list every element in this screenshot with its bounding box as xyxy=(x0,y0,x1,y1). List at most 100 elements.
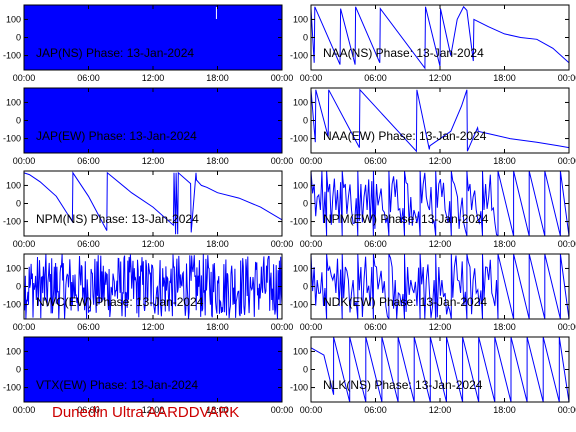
y-tick-label: 100 xyxy=(293,97,308,107)
panel-npm-ns: 00:00 06:00 12:00 18:00 00:00 100 0 -100 NPM(NS)… xyxy=(3,170,293,249)
panel-naa-ns: 00:00 06:00 12:00 18:00 00:00 100 0 -100 NAA(NS)… xyxy=(290,4,576,83)
x-tick-label: 00:00 xyxy=(558,405,576,415)
x-tick-label: 18:00 xyxy=(206,239,229,249)
x-tick-label: 00:00 xyxy=(300,239,323,249)
series-group xyxy=(311,88,569,153)
y-tick-label: -100 xyxy=(3,134,21,144)
x-tick-label: 18:00 xyxy=(493,156,516,166)
y-tick-label: -100 xyxy=(290,134,308,144)
series-line xyxy=(311,88,569,153)
series-group xyxy=(311,337,569,402)
series-fill xyxy=(24,88,282,153)
x-tick-label: 06:00 xyxy=(364,73,387,83)
x-tick-label: 00:00 xyxy=(558,239,576,249)
series-group xyxy=(311,254,569,319)
panel-jap-ew: 00:00 06:00 12:00 18:00 00:00 100 0 -100 JAP(EW)… xyxy=(3,87,294,166)
x-tick-label: 00:00 xyxy=(558,322,576,332)
y-tick-label: -100 xyxy=(290,383,308,393)
panel-title: JAP(NS) Phase: 13-Jan-2024 xyxy=(36,46,194,60)
x-tick-label: 00:00 xyxy=(13,322,36,332)
x-tick-label: 00:00 xyxy=(13,239,36,249)
x-tick-label: 18:00 xyxy=(206,156,229,166)
x-tick-label: 06:00 xyxy=(364,239,387,249)
y-tick-label: 100 xyxy=(6,346,21,356)
x-tick-label: 00:00 xyxy=(300,322,323,332)
x-tick-label: 00:00 xyxy=(271,156,294,166)
series-fill xyxy=(24,5,282,70)
x-tick-label: 12:00 xyxy=(142,73,165,83)
x-tick-label: 00:00 xyxy=(271,73,294,83)
x-tick-label: 18:00 xyxy=(206,405,229,415)
panel-title: NAA(NS) Phase: 13-Jan-2024 xyxy=(323,46,484,60)
panel-naa-ew: 00:00 06:00 12:00 18:00 00:00 100 0 -100 NAA(EW)… xyxy=(290,87,576,166)
panel-title: JAP(EW) Phase: 13-Jan-2024 xyxy=(36,129,197,143)
x-tick-label: 00:00 xyxy=(558,73,576,83)
y-tick-label: 100 xyxy=(6,263,21,273)
x-tick-label: 18:00 xyxy=(206,73,229,83)
y-tick-label: -100 xyxy=(3,300,21,310)
x-tick-label: 18:00 xyxy=(493,322,516,332)
y-tick-label: -100 xyxy=(290,300,308,310)
x-tick-label: 12:00 xyxy=(429,156,452,166)
y-tick-label: -100 xyxy=(290,217,308,227)
axes-frame xyxy=(310,87,570,154)
panel-ndk-ew: 00:00 06:00 12:00 18:00 00:00 100 0 -100 NDK(EW)… xyxy=(290,253,576,332)
x-tick-label: 06:00 xyxy=(77,239,100,249)
x-tick-label: 12:00 xyxy=(429,405,452,415)
y-tick-label: 0 xyxy=(303,199,308,209)
series-line xyxy=(311,254,569,319)
x-tick-label: 00:00 xyxy=(558,156,576,166)
footer-label: Dunedin Ultra AARDDVARK xyxy=(52,404,240,421)
series-group xyxy=(24,171,282,235)
y-tick-label: -100 xyxy=(3,51,21,61)
x-tick-label: 06:00 xyxy=(364,405,387,415)
y-tick-label: 100 xyxy=(293,14,308,24)
series-group xyxy=(24,337,282,402)
x-tick-label: 00:00 xyxy=(300,73,323,83)
series-line xyxy=(24,171,282,235)
series-group xyxy=(311,171,569,236)
x-tick-label: 12:00 xyxy=(429,322,452,332)
series-line xyxy=(311,171,569,236)
x-tick-label: 00:00 xyxy=(300,156,323,166)
y-tick-label: 100 xyxy=(6,14,21,24)
x-tick-label: 18:00 xyxy=(206,322,229,332)
x-tick-label: 12:00 xyxy=(142,322,165,332)
x-tick-label: 00:00 xyxy=(13,156,36,166)
x-tick-label: 00:00 xyxy=(271,405,294,415)
x-tick-label: 00:00 xyxy=(13,405,36,415)
panel-nwc-ew: 00:00 06:00 12:00 18:00 00:00 100 0 -100 NWC(EW)… xyxy=(3,253,294,332)
y-tick-label: -100 xyxy=(290,51,308,61)
y-tick-label: 0 xyxy=(303,365,308,375)
panel-vtx-ew: 00:00 06:00 12:00 18:00 00:00 100 0 -100 VTX(EW)… xyxy=(3,336,294,415)
x-tick-label: 00:00 xyxy=(271,322,294,332)
y-tick-label: 0 xyxy=(16,33,21,43)
y-tick-label: 100 xyxy=(293,180,308,190)
x-tick-label: 12:00 xyxy=(142,239,165,249)
x-tick-label: 12:00 xyxy=(142,405,165,415)
x-tick-label: 12:00 xyxy=(429,73,452,83)
panel-title: NPM(EW) Phase: 13-Jan-2024 xyxy=(323,212,489,226)
y-tick-label: 100 xyxy=(6,180,21,190)
x-tick-label: 18:00 xyxy=(493,405,516,415)
panel-title: NLK(NS) Phase: 13-Jan-2024 xyxy=(323,378,483,392)
x-tick-label: 00:00 xyxy=(13,73,36,83)
y-tick-label: 0 xyxy=(16,199,21,209)
y-tick-label: -100 xyxy=(3,383,21,393)
panel-title: NPM(NS) Phase: 13-Jan-2024 xyxy=(36,212,199,226)
series-group xyxy=(24,5,282,70)
y-tick-label: 100 xyxy=(293,346,308,356)
y-tick-label: 0 xyxy=(16,116,21,126)
x-tick-label: 06:00 xyxy=(77,322,100,332)
axes-frame xyxy=(23,170,283,237)
panel-title: NAA(EW) Phase: 13-Jan-2024 xyxy=(323,129,487,143)
y-tick-label: 100 xyxy=(6,97,21,107)
series-group xyxy=(24,254,282,319)
panel-nlk-ns: 00:00 06:00 12:00 18:00 00:00 100 0 -100 NLK(NS)… xyxy=(290,336,576,415)
x-tick-label: 18:00 xyxy=(493,239,516,249)
x-tick-label: 06:00 xyxy=(364,156,387,166)
x-tick-label: 12:00 xyxy=(142,156,165,166)
x-tick-label: 12:00 xyxy=(429,239,452,249)
x-tick-label: 18:00 xyxy=(493,73,516,83)
